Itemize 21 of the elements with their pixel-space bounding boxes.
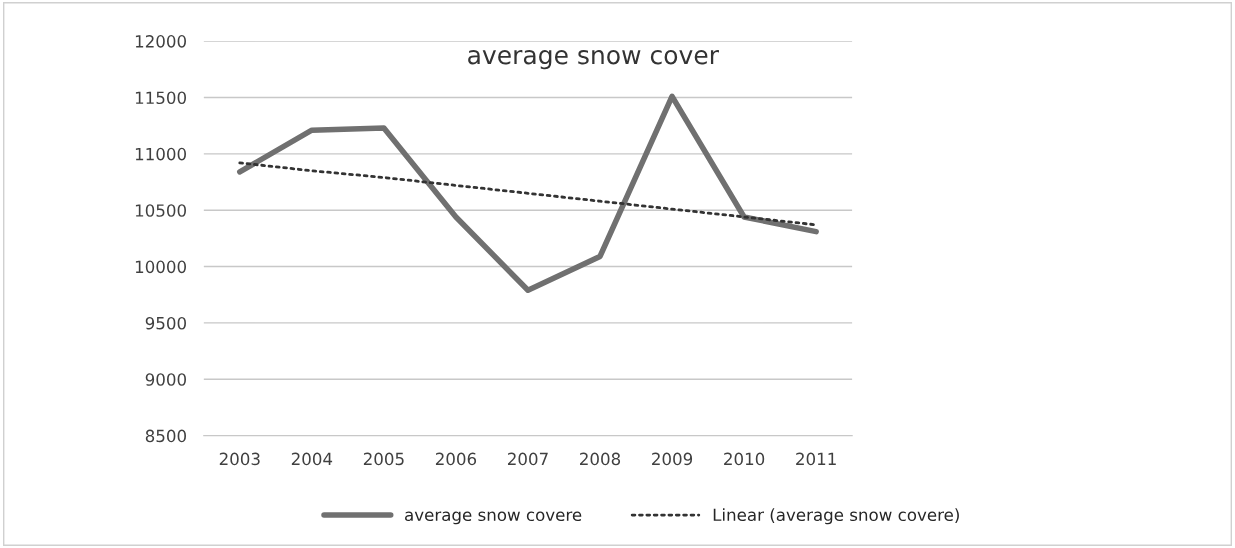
x-tick-label: 2003 [219, 452, 260, 466]
y-tick-label: 11000 [135, 147, 186, 161]
line-series [238, 161, 818, 227]
y-tick-label: 8500 [145, 429, 186, 443]
y-tick-label: 12000 [135, 35, 186, 48]
x-tick-label: 2011 [796, 452, 836, 466]
legend-label: Linear (average snow covere) [713, 508, 959, 525]
y-tick-label: 10500 [135, 204, 186, 217]
x-tick-label: 2008 [580, 452, 621, 466]
x-tick-label: 2006 [435, 452, 477, 466]
y-tick-label: 11500 [135, 91, 186, 105]
y-tick-label: 9000 [145, 373, 186, 386]
x-tick-label: 2010 [724, 452, 765, 466]
x-tick-label: 2009 [652, 452, 693, 466]
chart-title: average snow cover [468, 50, 719, 70]
x-tick-label: 2007 [507, 452, 548, 466]
x-tick-label: 2004 [291, 452, 333, 466]
legend-label: average snow covere [405, 511, 582, 525]
x-tick-label: 2005 [363, 452, 404, 466]
y-tick-label: 10000 [135, 260, 186, 274]
y-tick-label: 9500 [145, 316, 186, 330]
